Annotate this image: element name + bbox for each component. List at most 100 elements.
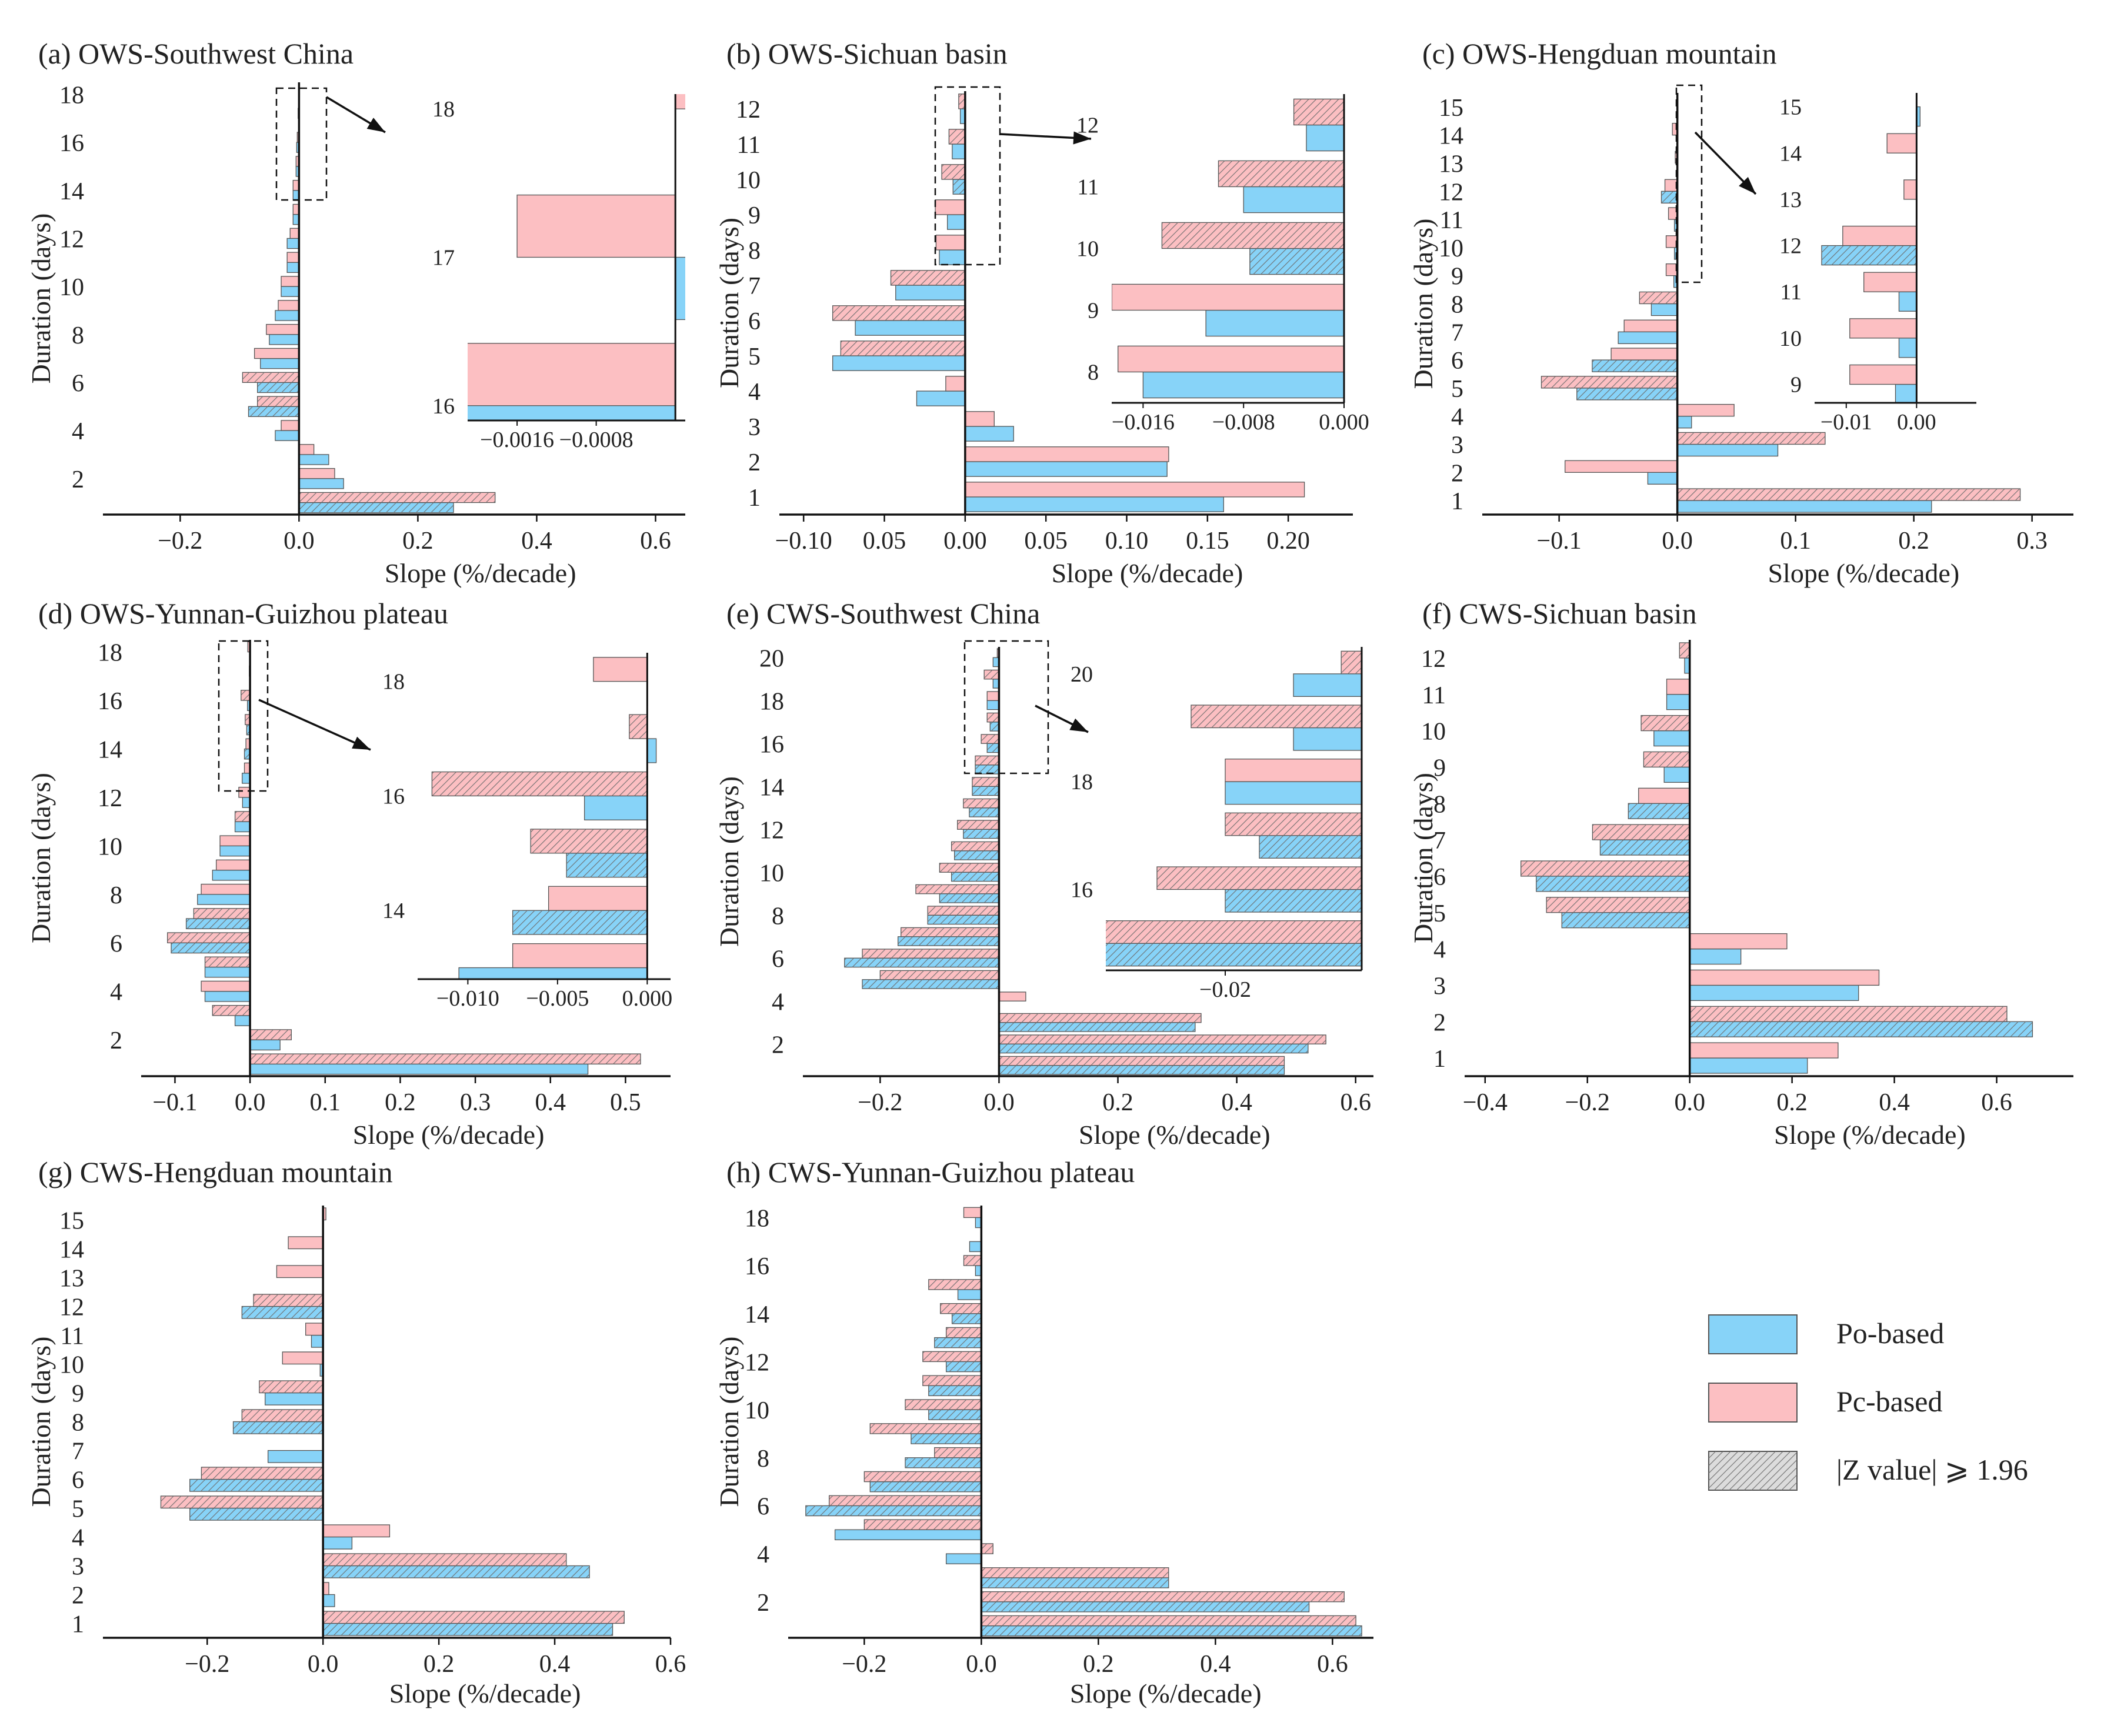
panel-g-ytick-label-1: 2: [72, 1583, 84, 1610]
panel-d-bar-po-d10: [219, 845, 251, 857]
panel-b-xtick-label-3: 0.05: [1024, 528, 1068, 555]
panel-h-bar-po-d15: [957, 1289, 982, 1300]
panel-a-zoom-arrow-head: [366, 118, 385, 132]
panel-c-ytick-label-2: 3: [1451, 432, 1463, 459]
panel-g-bar-pc-hatch-d8: [242, 1409, 324, 1422]
panel-h-bar-po-hatch-d7: [870, 1481, 982, 1492]
panel-e-ytick-label-5: 12: [759, 817, 784, 844]
panel-f-ytick-label-2: 3: [1433, 973, 1446, 1000]
panel-e-bar-pc-hatch-d2: [999, 1034, 1326, 1044]
panel-e-xtick-label-4: 0.6: [1340, 1089, 1371, 1116]
panel-h-title: (h) CWS-Yunnan-Guizhou plateau: [726, 1156, 1135, 1189]
panel-b-ylabel: Duration (days): [714, 218, 744, 388]
panel-h-bar-po-d5: [834, 1529, 982, 1541]
panel-b-bar-po-d5: [832, 355, 966, 371]
panel-c-xtick-label-3: 0.2: [1898, 528, 1929, 555]
panel-e-bar-pc-hatch-d1: [999, 1056, 1285, 1066]
panel-e-xtick-label-0: −0.2: [858, 1089, 902, 1116]
panel-b-bar-pc-d8: [935, 235, 966, 251]
panel-b-bar-pc-hatch-d6: [832, 305, 965, 321]
panel-h-ylabel: Duration (days): [714, 1337, 744, 1507]
panel-f-ytick-label-0: 1: [1433, 1046, 1446, 1073]
panel-f-ytick-label-5: 6: [1433, 864, 1446, 891]
panel-d-inset-bar-pc-hatch-d15: [531, 829, 648, 853]
panel-e-bar-po-hatch-d17: [990, 722, 999, 732]
panel-d-bar-po-d12: [242, 797, 251, 808]
panel-e-bar-pc-hatch-d8: [928, 906, 999, 916]
panel-a-bar-pc-hatch-d1: [299, 492, 495, 503]
panel-b-bar-pc-d1: [965, 482, 1305, 498]
panel-e-ytick-label-3: 8: [772, 903, 784, 930]
panel-f-bar-po-hatch-d6: [1536, 876, 1690, 892]
panel-a-ytick-label-6: 14: [59, 178, 84, 205]
panel-c-bar-po-hatch-d6: [1592, 360, 1678, 372]
panel-g-xtick-label-0: −0.2: [185, 1651, 229, 1678]
panel-b-ytick-label-3: 4: [748, 379, 761, 406]
panel-e-bar-pc-hatch-d14: [972, 777, 999, 787]
panel-a-title: (a) OWS-Southwest China: [38, 37, 354, 70]
panel-c-inset-bar-po-hatch-d12: [1821, 245, 1917, 265]
legend: Po-based Pc-based |Z value| ⩾ 1.96: [1708, 1314, 2028, 1491]
panel-e-bar-po-hatch-d13: [969, 807, 999, 817]
panel-e-inset-bar-po-hatch-d17: [1259, 835, 1362, 859]
panel-g-ytick-label-9: 10: [59, 1352, 84, 1379]
panel-e-inset-bar-pc-d18: [1225, 759, 1362, 782]
panel-b-xtick-label-6: 0.20: [1266, 528, 1310, 555]
panel-c-inset-bar-po-d10: [1898, 338, 1918, 358]
panel-f-xtick-label-2: 0.0: [1674, 1089, 1705, 1116]
panel-g-ytick-label-12: 13: [59, 1266, 84, 1293]
panel-d-inset-bar-po-d16: [583, 795, 648, 820]
panel-c-ytick-label-10: 11: [1440, 207, 1463, 234]
panel-c-ytick-label-11: 12: [1439, 179, 1463, 206]
panel-c-ytick-label-8: 9: [1451, 263, 1463, 291]
panel-g-bar-po-d2: [322, 1594, 335, 1607]
panel-d-bar-pc-hatch-d7: [194, 908, 251, 919]
panel-b-ytick-label-0: 1: [748, 485, 761, 512]
panel-e-bar-pc-hatch-d9: [915, 884, 999, 894]
panel-a-bar-po-d2: [298, 478, 344, 489]
panel-f-bar-pc-d11: [1666, 679, 1690, 695]
panel-d-inset-bars: [431, 657, 657, 979]
panel-c-bar-po-d4: [1676, 416, 1692, 429]
panel-d-bar-pc-d8: [201, 883, 251, 895]
panel-a-xtick-label-2: 0.2: [402, 528, 434, 555]
panel-a-inset: −0.0016 −0.0008 16 17 18: [275, 87, 685, 452]
panel-a-bar-po-d4: [275, 430, 300, 441]
panel-e-inset-bar-pc-hatch-d16: [1157, 867, 1362, 890]
panel-h-bar-pc-hatch-d2: [981, 1591, 1345, 1602]
panel-f-xtick-label-4: 0.4: [1879, 1089, 1910, 1116]
panel-b-ytick-label-4: 5: [748, 343, 761, 370]
panel-c-inset-bar-po-d9: [1895, 383, 1918, 403]
panel-b-inset-ytick-label-0: 8: [1088, 360, 1099, 385]
panel-e-inset-ytick-label-1: 18: [1071, 770, 1093, 794]
legend-sig-hatch: [1709, 1451, 1797, 1490]
panel-e-xtick-label-3: 0.4: [1221, 1089, 1252, 1116]
panel-h-bar-po-hatch-d1: [981, 1625, 1362, 1636]
panel-a-bar-pc-d10: [281, 276, 300, 287]
panel-e-bar-pc-hatch-d11: [951, 842, 999, 851]
panel-d-inset-ytick-label-2: 18: [382, 670, 405, 695]
panel-h-xtick-label-3: 0.4: [1200, 1651, 1231, 1678]
panel-d-ytick-label-2: 6: [110, 930, 122, 957]
panel-c-ytick-label-3: 4: [1451, 404, 1463, 431]
panel-d-inset-bar-pc-hatch-d17: [629, 715, 648, 739]
panel-e-ytick-label-2: 6: [772, 946, 784, 973]
panel-e-inset-bars: [1106, 650, 1362, 967]
panel-c-zoom-box: [1675, 84, 1703, 283]
panel-h-bar-pc-hatch-d9: [870, 1423, 982, 1434]
panel-g-ytick-label-3: 4: [72, 1525, 84, 1552]
panel-e-bar-pc-hatch-d19: [984, 670, 999, 679]
panel-c-inset-bar-po-d11: [1898, 291, 1918, 312]
panel-c-bar-pc-d7: [1623, 319, 1678, 332]
panel-h-bar-po-hatch-d2: [981, 1601, 1309, 1612]
panel-b-zoom-box: [934, 86, 1001, 266]
panel-d-bar-pc-hatch-d15: [245, 714, 251, 725]
panel-g-ytick-label-2: 3: [72, 1554, 84, 1581]
panel-f-bar-pc-hatch-d10: [1641, 715, 1690, 731]
panel-g-ytick-label-10: 11: [61, 1323, 84, 1350]
panel-a-bar-pc-hatch-d5: [257, 396, 299, 407]
panel-g-bar-pc-d14: [288, 1236, 324, 1250]
panel-b-xtick-label-5: 0.15: [1186, 528, 1229, 555]
panel-a-ytick-label-7: 16: [59, 130, 84, 157]
panel-d-bar-pc-hatch-d11: [235, 811, 251, 822]
